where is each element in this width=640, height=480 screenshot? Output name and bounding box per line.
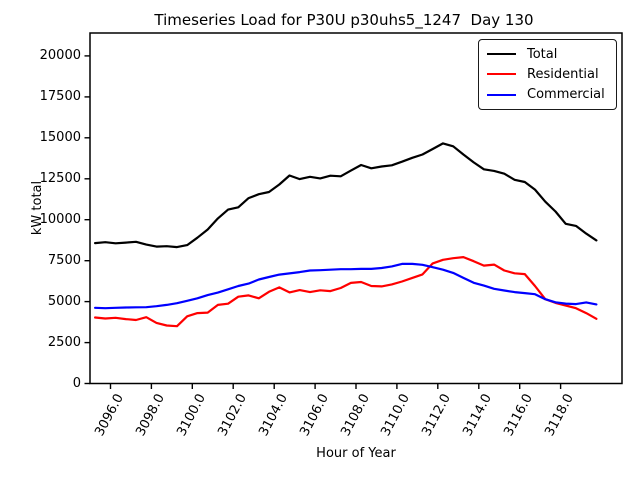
y-tick-label: 20000 [39, 47, 81, 63]
y-tick-label: 7500 [47, 252, 81, 268]
legend-label-commercial: Commercial [527, 87, 605, 103]
y-tick-label: 15000 [39, 129, 81, 145]
legend-item-total: Total [487, 44, 608, 64]
x-axis-label: Hour of Year [316, 446, 396, 461]
y-tick-label: 10000 [39, 211, 81, 227]
y-tick-label: 5000 [47, 293, 81, 309]
y-tick-label: 0 [72, 375, 81, 391]
legend: Total Residential Commercial [478, 39, 617, 110]
y-tick-label: 12500 [39, 170, 81, 186]
y-tick-label: 2500 [47, 334, 81, 350]
legend-label-residential: Residential [527, 66, 599, 82]
legend-item-commercial: Commercial [487, 85, 608, 105]
legend-label-total: Total [527, 46, 558, 62]
legend-item-residential: Residential [487, 64, 608, 84]
y-tick-label: 17500 [39, 88, 81, 104]
commercial-line-swatch [487, 93, 516, 96]
chart-title: Timeseries Load for P30U p30uhs5_1247 Da… [154, 11, 534, 29]
total-line-swatch [487, 53, 516, 56]
residential-line-swatch [487, 73, 516, 76]
